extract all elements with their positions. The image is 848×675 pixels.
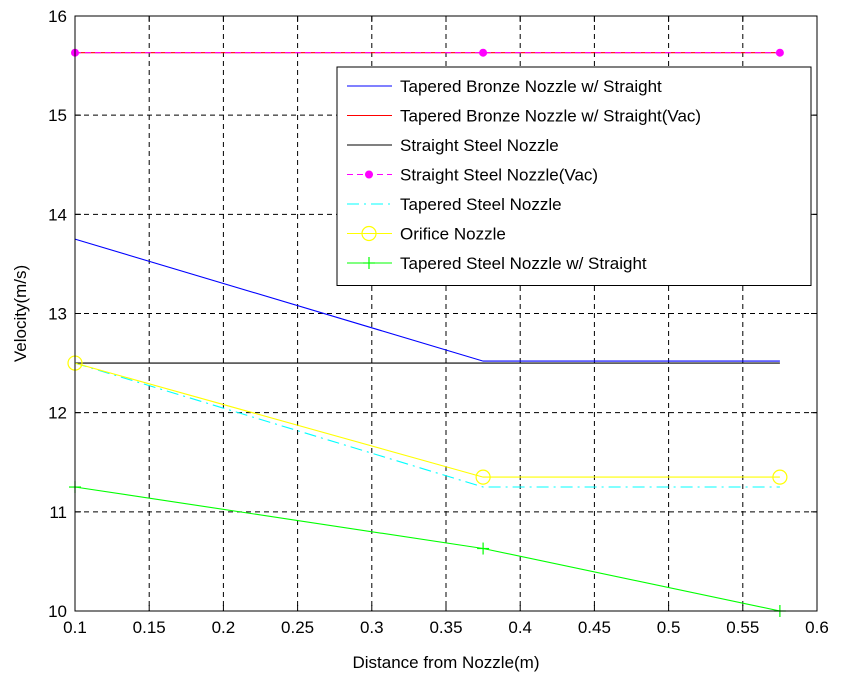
legend-entry: Straight Steel Nozzle bbox=[347, 136, 559, 155]
legend-label: Tapered Steel Nozzle bbox=[400, 195, 562, 214]
axis-ticks: 0.1 0.15 0.2 0.25 0.3 0.35 0.4 0.45 0.5 0.55 0.6 10… bbox=[48, 7, 829, 637]
data-point bbox=[477, 542, 490, 555]
legend-label: Tapered Steel Nozzle w/ Straight bbox=[400, 254, 647, 273]
series-4 bbox=[71, 48, 784, 57]
series-line bbox=[74, 362, 780, 478]
legend-label: Tapered Bronze Nozzle w/ Straight(Vac) bbox=[400, 107, 701, 126]
legend-entry: Tapered Steel Nozzle bbox=[347, 195, 562, 214]
series-lines bbox=[67, 48, 788, 617]
y-tick-label: 11 bbox=[49, 503, 67, 522]
series-6 bbox=[67, 355, 788, 485]
legend-label: Tapered Bronze Nozzle w/ Straight bbox=[400, 77, 662, 96]
y-tick-label: 12 bbox=[48, 404, 67, 423]
x-tick-label: 0.2 bbox=[212, 618, 236, 637]
legend-label: Straight Steel Nozzle(Vac) bbox=[400, 166, 598, 185]
x-tick-label: 0.3 bbox=[360, 618, 384, 637]
legend-entry: Tapered Steel Nozzle w/ Straight bbox=[347, 254, 647, 273]
y-axis-title: Velocity(m/s) bbox=[11, 265, 30, 362]
legend-marker bbox=[363, 257, 375, 269]
legend-entry: Orifice Nozzle bbox=[347, 225, 506, 244]
legend-label: Straight Steel Nozzle bbox=[400, 136, 559, 155]
y-tick-label: 15 bbox=[48, 106, 67, 125]
x-tick-label: 0.55 bbox=[726, 618, 759, 637]
legend-label: Orifice Nozzle bbox=[400, 225, 506, 244]
x-tick-label: 0.35 bbox=[429, 618, 462, 637]
y-tick-label: 13 bbox=[48, 305, 67, 324]
series-1 bbox=[74, 238, 780, 362]
x-tick-label: 0.5 bbox=[657, 618, 681, 637]
x-tick-label: 0.4 bbox=[508, 618, 532, 637]
legend-marker bbox=[361, 225, 377, 242]
data-point bbox=[775, 48, 784, 57]
series-line bbox=[74, 486, 781, 612]
series-5 bbox=[74, 362, 780, 488]
legend-entry: Straight Steel Nozzle(Vac) bbox=[347, 166, 598, 185]
legend: Tapered Bronze Nozzle w/ Straight Tapered… bbox=[336, 66, 812, 286]
data-point bbox=[475, 469, 491, 485]
y-tick-label: 16 bbox=[48, 7, 67, 26]
y-tick-label: 14 bbox=[48, 205, 67, 224]
series-line bbox=[74, 362, 780, 488]
legend-entry: Tapered Bronze Nozzle w/ Straight(Vac) bbox=[347, 107, 701, 126]
series-7 bbox=[69, 481, 786, 617]
data-point bbox=[772, 469, 788, 485]
legend-entry: Tapered Bronze Nozzle w/ Straight bbox=[347, 77, 662, 96]
series-line bbox=[74, 238, 780, 362]
x-tick-label: 0.6 bbox=[805, 618, 829, 637]
x-tick-label: 0.25 bbox=[281, 618, 314, 637]
legend-marker bbox=[365, 170, 373, 179]
y-tick-label: 10 bbox=[48, 602, 67, 621]
legend-box bbox=[336, 66, 812, 286]
x-axis-title: Distance from Nozzle(m) bbox=[352, 653, 539, 672]
x-tick-label: 0.15 bbox=[133, 618, 166, 637]
x-tick-label: 0.1 bbox=[63, 618, 87, 637]
data-point bbox=[479, 48, 488, 57]
x-tick-label: 0.45 bbox=[578, 618, 611, 637]
